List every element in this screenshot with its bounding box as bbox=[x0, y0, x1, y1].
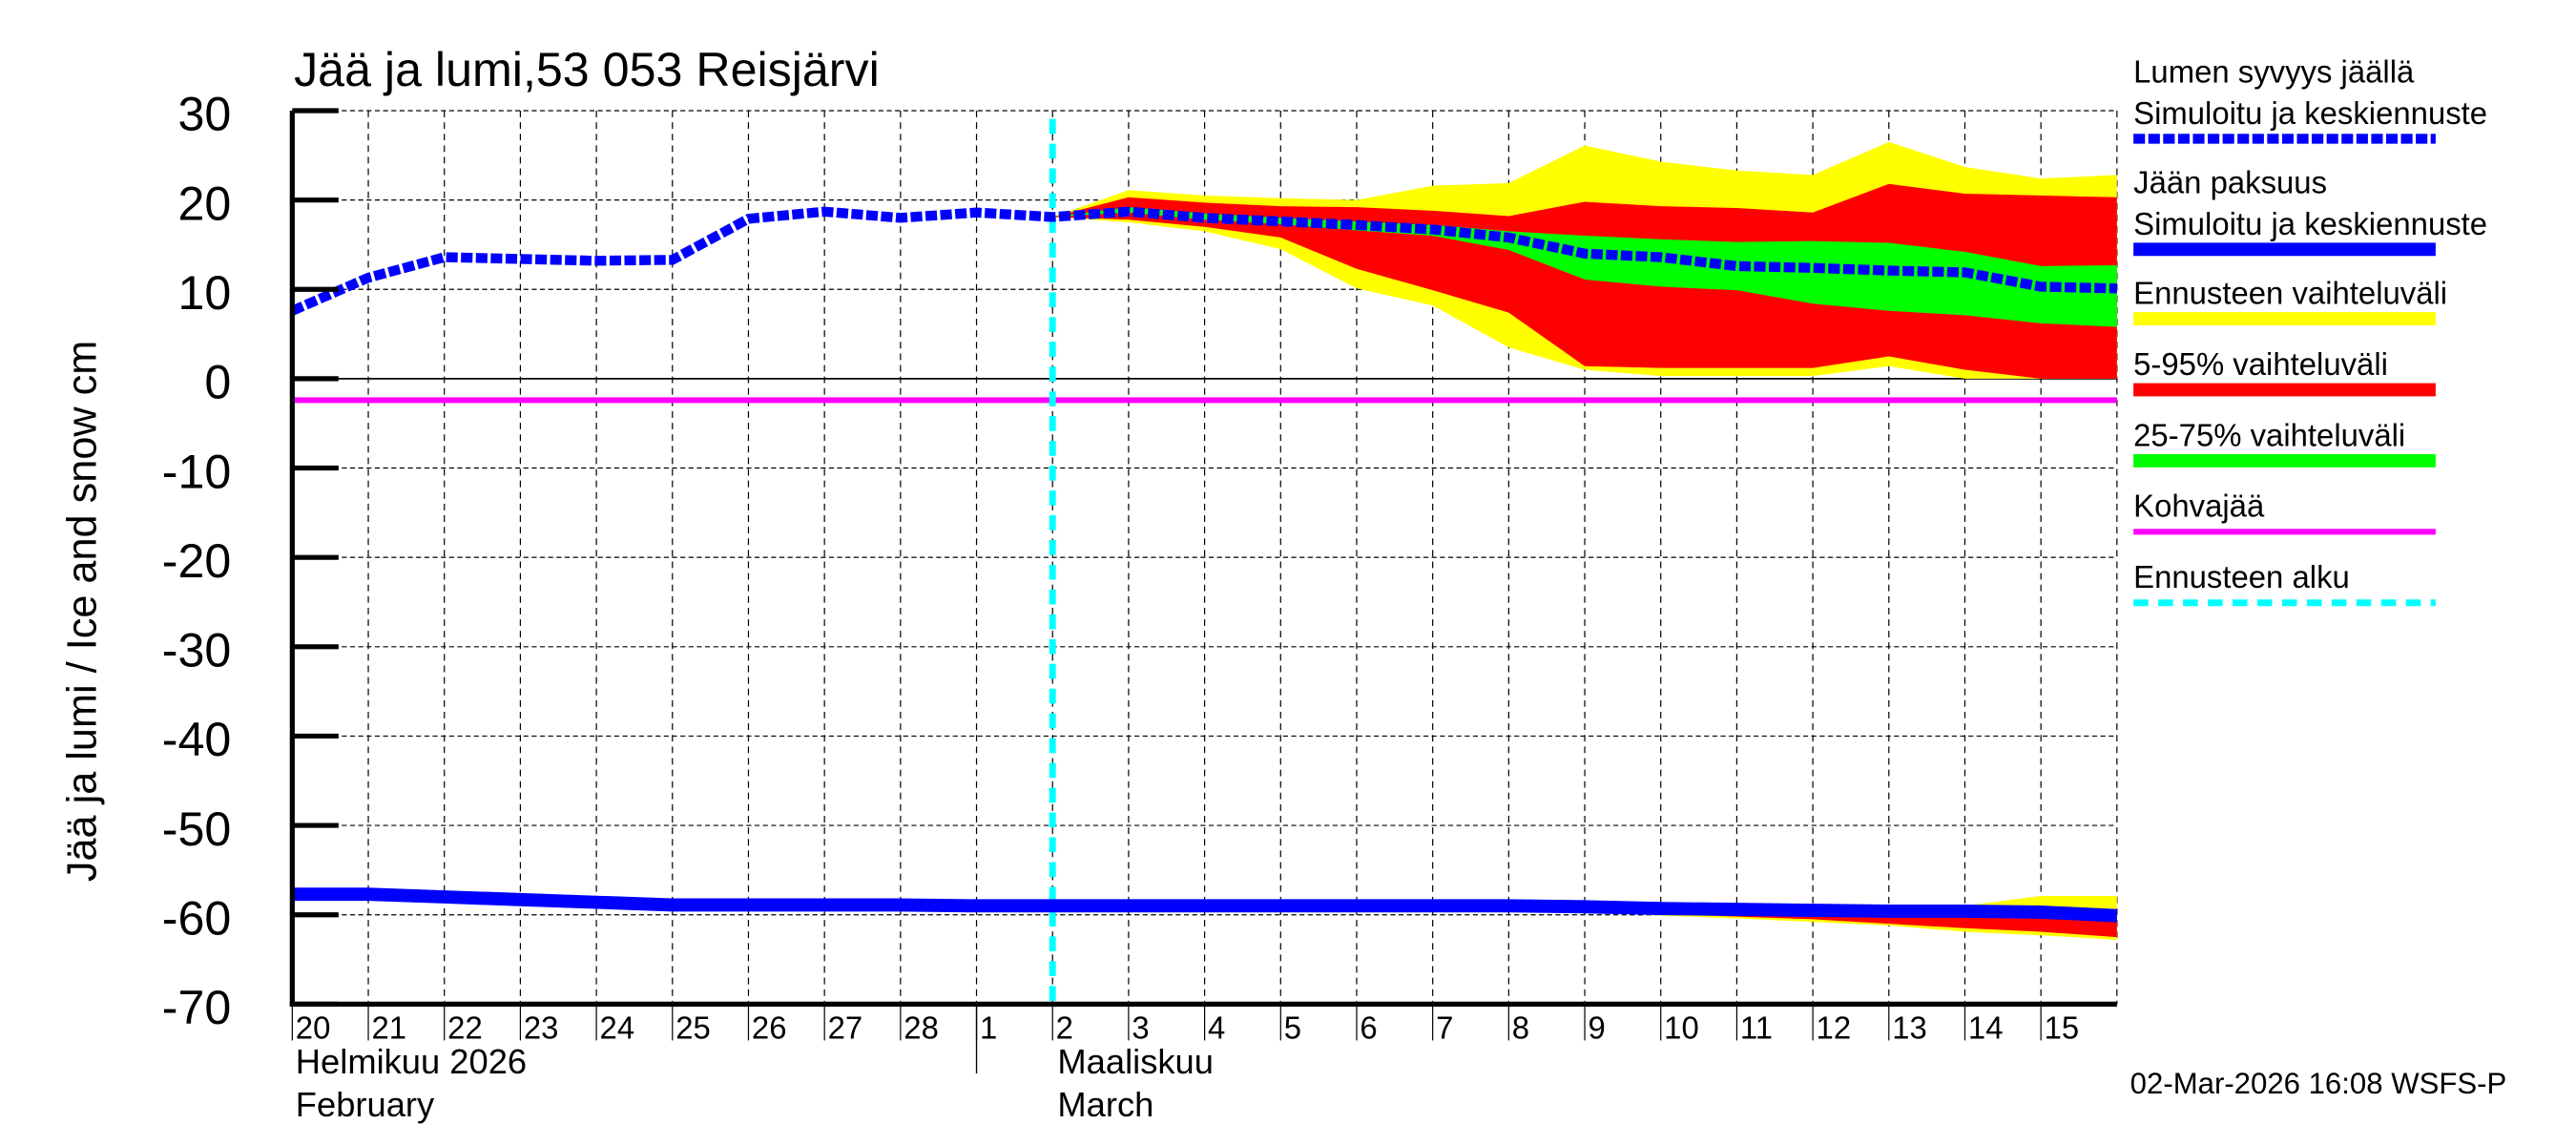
x-tick-label: 6 bbox=[1360, 1010, 1377, 1046]
y-tick-label: -40 bbox=[162, 713, 232, 766]
x-tick-label: 26 bbox=[752, 1010, 787, 1046]
x-tick-label: 3 bbox=[1132, 1010, 1149, 1046]
x-tick-label: 12 bbox=[1817, 1010, 1852, 1046]
x-tick-label: 13 bbox=[1892, 1010, 1927, 1046]
x-tick-label: 23 bbox=[524, 1010, 559, 1046]
y-tick-label: -20 bbox=[162, 534, 232, 588]
x-tick-label: 22 bbox=[447, 1010, 483, 1046]
legend-swatch bbox=[2133, 453, 2436, 468]
snow-5-95-band bbox=[1052, 183, 2117, 379]
legend-label: 5-95% vaihteluväli bbox=[2133, 346, 2388, 382]
y-tick-label: 10 bbox=[177, 266, 231, 320]
snow-depth-line bbox=[290, 206, 2117, 316]
x-tick-label: 10 bbox=[1664, 1010, 1699, 1046]
chart-title: Jää ja lumi,53 053 Reisjärvi bbox=[294, 43, 880, 96]
month-label-en: February bbox=[296, 1085, 435, 1124]
y-axis-label: Jää ja lumi / Ice and snow cm bbox=[59, 341, 105, 883]
y-tick-label: -70 bbox=[162, 981, 232, 1034]
legend-swatch bbox=[2133, 312, 2436, 325]
x-tick-label: 2 bbox=[1056, 1010, 1073, 1046]
legend-swatch bbox=[2133, 383, 2436, 397]
y-tick-label: 20 bbox=[177, 177, 231, 230]
y-tick-label: -30 bbox=[162, 624, 232, 677]
series-lines bbox=[290, 118, 2118, 1005]
y-tick-label: 30 bbox=[177, 88, 231, 141]
legend-label: Ennusteen vaihteluväli bbox=[2133, 275, 2447, 310]
legend-label: Ennusteen alku bbox=[2133, 559, 2350, 594]
x-tick-label: 24 bbox=[600, 1010, 635, 1046]
y-tick-label: -10 bbox=[162, 445, 232, 498]
legend-sublabel: Simuloitu ja keskiennuste bbox=[2133, 95, 2487, 131]
x-tick-label: 14 bbox=[1968, 1010, 2004, 1046]
ice-thickness-line bbox=[292, 887, 2118, 923]
legend-label: Jään paksuus bbox=[2133, 165, 2327, 200]
x-tick-label: 25 bbox=[675, 1010, 711, 1046]
x-tick-label: 21 bbox=[371, 1010, 406, 1046]
legend-label: Kohvajää bbox=[2133, 489, 2265, 524]
x-tick-label: 15 bbox=[2045, 1010, 2080, 1046]
x-tick-label: 9 bbox=[1588, 1010, 1605, 1046]
legend-label: 25-75% vaihteluväli bbox=[2133, 417, 2405, 452]
x-tick-label: 8 bbox=[1512, 1010, 1529, 1046]
grid bbox=[292, 110, 2118, 1005]
x-tick-label: 20 bbox=[296, 1010, 331, 1046]
snow-25-75-band bbox=[1052, 207, 2117, 327]
x-tick-label: 28 bbox=[904, 1010, 939, 1046]
x-tick-label: 4 bbox=[1208, 1010, 1225, 1046]
x-tick-label: 11 bbox=[1740, 1010, 1773, 1046]
forecast-bands bbox=[1052, 141, 2117, 940]
legend-label: Lumen syvyys jäällä bbox=[2133, 54, 2415, 90]
month-label-en: March bbox=[1057, 1085, 1153, 1124]
legend-sublabel: Simuloitu ja keskiennuste bbox=[2133, 206, 2487, 241]
x-tick-label: 5 bbox=[1284, 1010, 1301, 1046]
x-tick-label: 27 bbox=[828, 1010, 863, 1046]
y-tick-label: 0 bbox=[204, 356, 231, 409]
month-label: Maaliskuu bbox=[1057, 1042, 1214, 1081]
y-tick-label: -60 bbox=[162, 891, 232, 945]
legend: Lumen syvyys jäällä Simuloitu ja keskienn… bbox=[2133, 54, 2487, 607]
month-label: Helmikuu 2026 bbox=[296, 1042, 527, 1081]
x-tick-label: 7 bbox=[1436, 1010, 1453, 1046]
timestamp: 02-Mar-2026 16:08 WSFS-P bbox=[2130, 1067, 2507, 1100]
x-tick-label: 1 bbox=[980, 1010, 997, 1046]
y-tick-label: -50 bbox=[162, 802, 232, 856]
